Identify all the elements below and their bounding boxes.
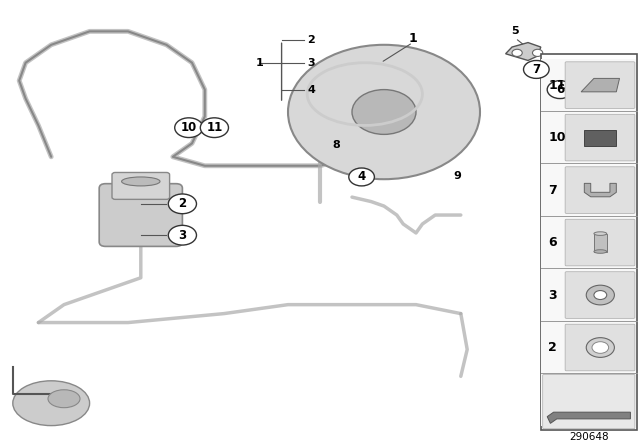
Circle shape <box>586 285 614 305</box>
Ellipse shape <box>594 250 607 253</box>
Circle shape <box>175 118 203 138</box>
Text: 3: 3 <box>179 228 186 242</box>
FancyBboxPatch shape <box>99 184 182 246</box>
Text: 8: 8 <box>332 140 340 150</box>
FancyBboxPatch shape <box>549 101 571 108</box>
Text: 290648: 290648 <box>569 432 609 442</box>
Bar <box>541 111 636 164</box>
Ellipse shape <box>352 90 416 134</box>
Circle shape <box>349 168 374 186</box>
Text: 11: 11 <box>206 121 223 134</box>
Circle shape <box>512 49 522 56</box>
Text: 2: 2 <box>307 35 315 45</box>
Circle shape <box>168 194 196 214</box>
Bar <box>541 269 636 322</box>
Text: 11: 11 <box>548 78 566 92</box>
Polygon shape <box>584 183 616 197</box>
FancyBboxPatch shape <box>565 114 635 161</box>
Text: 7: 7 <box>532 63 540 76</box>
FancyBboxPatch shape <box>565 62 635 108</box>
Circle shape <box>168 225 196 245</box>
Polygon shape <box>581 78 620 92</box>
Text: 4: 4 <box>358 170 365 184</box>
Ellipse shape <box>288 45 480 179</box>
FancyBboxPatch shape <box>543 375 635 429</box>
Bar <box>594 233 607 251</box>
Text: 3: 3 <box>548 289 557 302</box>
Text: 1: 1 <box>408 31 417 45</box>
Text: 10: 10 <box>180 121 197 134</box>
FancyBboxPatch shape <box>565 324 635 371</box>
Text: 1: 1 <box>256 58 264 68</box>
Ellipse shape <box>594 232 607 235</box>
Text: 2: 2 <box>179 197 186 211</box>
Text: 5: 5 <box>511 26 519 35</box>
Polygon shape <box>547 412 630 423</box>
FancyBboxPatch shape <box>565 167 635 213</box>
FancyBboxPatch shape <box>112 172 170 199</box>
Circle shape <box>524 60 549 78</box>
Polygon shape <box>506 43 541 60</box>
Text: 6: 6 <box>548 236 557 249</box>
Bar <box>541 374 636 426</box>
Bar <box>541 321 636 374</box>
Text: 7: 7 <box>548 184 557 197</box>
Circle shape <box>200 118 228 138</box>
Circle shape <box>586 338 614 358</box>
Text: 6: 6 <box>556 83 564 96</box>
Circle shape <box>547 81 573 99</box>
Text: 2: 2 <box>548 341 557 354</box>
Text: 3: 3 <box>307 58 315 68</box>
Bar <box>541 164 636 216</box>
Text: 9: 9 <box>454 171 461 181</box>
Circle shape <box>594 291 607 300</box>
Ellipse shape <box>48 390 80 408</box>
Ellipse shape <box>13 381 90 426</box>
Bar <box>541 216 636 269</box>
Circle shape <box>532 49 543 56</box>
Ellipse shape <box>122 177 160 186</box>
FancyBboxPatch shape <box>565 219 635 266</box>
Circle shape <box>592 342 609 353</box>
Bar <box>541 59 636 112</box>
Bar <box>584 129 616 146</box>
Text: 10: 10 <box>548 131 566 144</box>
Text: 4: 4 <box>307 85 315 95</box>
FancyBboxPatch shape <box>565 272 635 319</box>
Bar <box>541 54 637 430</box>
